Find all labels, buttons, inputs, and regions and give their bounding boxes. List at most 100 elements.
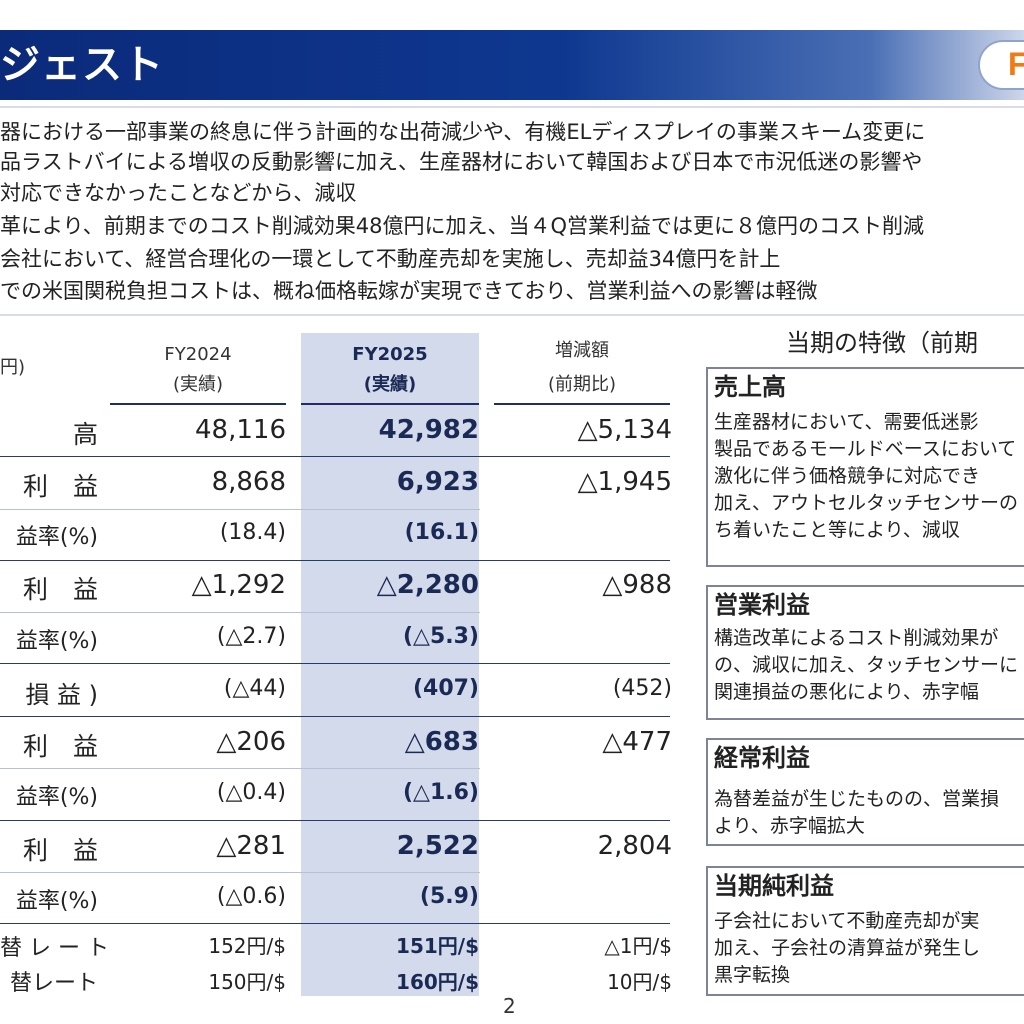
cell-fy2024: (△0.6): [216, 884, 286, 909]
cell-change: △5,134: [577, 415, 672, 445]
column-header-fy2025-type: (実績): [363, 374, 417, 395]
logo-mark: F: [1008, 46, 1024, 82]
row-label-margin: 益率(%): [15, 889, 98, 914]
feature-text: 製品であるモールドベースにおいて: [714, 438, 1017, 460]
feature-text: ち着いたこと等により、減収: [714, 519, 960, 541]
cell-fy2024: (△44): [223, 676, 286, 701]
cell-fy2024: (18.4): [219, 520, 286, 545]
cell-fy2024: (△2.7): [216, 624, 286, 649]
column-header-change-basis: (前期比): [547, 374, 617, 395]
fy2025-highlight-column: [301, 333, 479, 996]
feature-text: 生産器材において、需要低迷影: [714, 411, 979, 433]
row-label-margin: 益率(%): [15, 525, 98, 550]
cell-fy2025: 2,522: [396, 831, 479, 861]
row-label-end-fx-rate: 替レート: [9, 971, 98, 996]
row-separator: [0, 663, 670, 664]
cell-change: △1,945: [577, 467, 672, 497]
cell-fy2025: 6,923: [396, 467, 479, 497]
row-label-gross-profit: 利 益: [22, 472, 98, 501]
cell-fy2025: △2,280: [376, 570, 479, 600]
feature-heading: 売上高: [714, 373, 786, 401]
column-header-change: 増減額: [555, 340, 609, 361]
cell-fy2024: 152円/$: [208, 934, 286, 958]
feature-box-net-profit: 当期純利益 子会社において不動産売却が実 加え、子会社の清算益が発生し 黒字転換: [706, 866, 1024, 996]
column-header-fy2024-year: FY2024: [164, 344, 232, 365]
row-label-avg-fx-rate: 替 レ ー ト: [0, 936, 109, 961]
cell-change: △988: [602, 570, 672, 600]
row-separator: [0, 820, 670, 821]
cell-fy2024: △281: [216, 831, 286, 861]
row-separator: [0, 768, 480, 769]
feature-heading: 経常利益: [714, 744, 810, 772]
cell-fy2025: 160円/$: [396, 970, 479, 994]
feature-box-net-sales: 売上高 生産器材において、需要低迷影 製品であるモールドベースにおいて 激化に伴…: [706, 367, 1024, 567]
feature-box-ordinary-profit: 経常利益 為替差益が生じたものの、営業損 より、赤字幅拡大: [706, 738, 1024, 846]
feature-text: より、赤字幅拡大: [714, 815, 865, 837]
feature-text: 加え、アウトセルタッチセンサーの: [714, 492, 1019, 514]
feature-text: 激化に伴う価格競争に対応でき: [714, 465, 981, 487]
row-separator: [0, 716, 670, 717]
row-label-operating-profit: 利 益: [22, 575, 98, 604]
header-rule-change: [494, 403, 670, 405]
page-title: ジェスト: [0, 42, 164, 88]
row-separator: [0, 560, 670, 561]
feature-text: 子会社において不動産売却が実: [714, 910, 980, 932]
header-rule-fy2025: [301, 403, 479, 405]
feature-text: 加え、子会社の清算益が発生し: [714, 937, 981, 959]
cell-change: (452): [612, 676, 672, 701]
cell-fy2024: △1,292: [191, 570, 286, 600]
row-label-related-gain-loss: 損 益 ): [25, 681, 98, 709]
summary-line: 器における一部事業の終息に伴う計画的な出荷減少や、有機ELディスプレイの事業スキ…: [0, 120, 926, 144]
summary-line: 会社において、経営合理化の一環として不動産売却を実施し、売却益34億円を計上: [0, 247, 781, 271]
row-separator: [0, 872, 480, 873]
cell-fy2024: 150円/$: [208, 970, 286, 994]
row-label-margin: 益率(%): [15, 785, 98, 810]
feature-text: 黒字転換: [714, 964, 791, 986]
summary-line: 品ラストバイによる増収の反動影響に加え、生産器材において韓国および日本で市況低迷…: [0, 150, 923, 174]
summary-line: 対応できなかったことなどから、減収: [0, 181, 357, 205]
cell-fy2025: (△5.3): [402, 624, 479, 649]
cell-fy2024: 8,868: [211, 467, 286, 497]
column-header-fy2024-type: (実績): [172, 374, 224, 395]
cell-fy2025: (407): [412, 676, 479, 701]
cell-fy2024: 48,116: [195, 415, 286, 445]
title-banner: ジェスト F: [0, 30, 1024, 100]
page-number: 2: [503, 994, 516, 1018]
cell-fy2024: △206: [216, 727, 286, 757]
row-label-net-sales: 高: [72, 420, 98, 449]
feature-text: の、減収に加え、タッチセンサーに: [714, 654, 1019, 676]
row-label-ordinary-profit: 利 益: [22, 732, 98, 761]
row-label-margin: 益率(%): [15, 629, 98, 654]
cell-fy2025: △683: [404, 727, 479, 757]
feature-heading: 当期純利益: [714, 872, 834, 900]
side-panel-title: 当期の特徴（前期: [786, 329, 978, 357]
cell-change: 2,804: [597, 831, 672, 861]
feature-box-operating-profit: 営業利益 構造改革によるコスト削減効果が の、減収に加え、タッチセンサーに 関連…: [706, 585, 1024, 720]
feature-text: 関連損益の悪化により、赤字幅: [714, 681, 979, 703]
row-separator: [0, 612, 480, 613]
cell-fy2025: (△1.6): [402, 780, 479, 805]
cell-fy2025: 42,982: [378, 415, 479, 445]
cell-fy2025: 151円/$: [396, 934, 479, 958]
company-logo: F: [978, 40, 1024, 90]
row-separator: [0, 456, 670, 457]
cell-change: 10円/$: [607, 970, 672, 994]
feature-text: 為替差益が生じたものの、営業損: [714, 788, 1000, 810]
cell-change: △1円/$: [604, 934, 672, 958]
cell-change: △477: [602, 727, 672, 757]
summary-line: での米国関税負担コストは、概ね価格転嫁が実現できており、営業利益への影響は軽微: [0, 279, 818, 303]
feature-text: 構造改革によるコスト削減効果が: [714, 627, 999, 649]
cell-fy2024: (△0.4): [216, 780, 286, 805]
row-label-net-profit: 利 益: [22, 836, 98, 865]
row-separator: [0, 923, 670, 924]
summary-bottom-divider: [0, 314, 1024, 316]
header-rule-fy2024: [110, 403, 286, 405]
unit-label: 円): [0, 357, 26, 378]
feature-heading: 営業利益: [714, 591, 810, 619]
summary-line: 革により、前期までのコスト削減効果48億円に加え、当４Q営業利益では更に８億円の…: [0, 214, 924, 238]
cell-fy2025: (5.9): [419, 884, 479, 909]
row-separator: [0, 509, 480, 510]
summary-top-divider: [0, 106, 1024, 108]
column-header-fy2025-year: FY2025: [352, 344, 428, 365]
cell-fy2025: (16.1): [404, 520, 479, 545]
